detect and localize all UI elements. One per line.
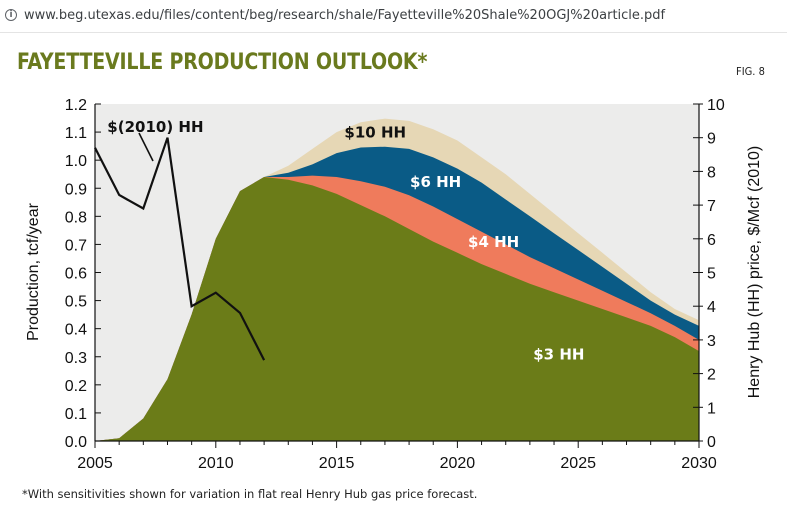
y-tick-label: 0.8: [65, 209, 87, 226]
browser-address-bar[interactable]: i www.beg.utexas.edu/files/content/beg/r…: [0, 0, 787, 33]
x-tick-label: 2015: [319, 455, 355, 472]
axes: 0.0 0.1 0.2 0.3 0.4 0.5 0.6 0.7 0.8 0.9 1.0 1.1 1.2 0…: [65, 97, 725, 472]
y-tick-label: 0.3: [65, 350, 87, 367]
y-tick-label: 0.7: [65, 237, 87, 254]
y-tick-label: 0.6: [65, 266, 87, 283]
series-label-10hh: $10 HH: [344, 124, 406, 142]
y2-tick-label: 0: [707, 434, 716, 451]
info-icon[interactable]: i: [5, 9, 17, 21]
x-tick-label: 2030: [681, 455, 717, 472]
series-label-3hh: $3 HH: [533, 346, 584, 364]
y2-tick-label: 2: [707, 367, 716, 384]
y2-tick-label: 10: [707, 97, 725, 114]
y2-tick-label: 8: [707, 164, 716, 181]
series-labels: $(2010) HH $10 HH $6 HH $4 HH $3 HH: [107, 118, 584, 363]
series-label-4hh: $4 HH: [468, 233, 519, 251]
y-axis-label: Production, tcf/year: [25, 202, 42, 341]
x-tick-label: 2020: [440, 455, 476, 472]
figure-footnote: *With sensitivities shown for variation …: [22, 487, 478, 501]
price-label-leader: [138, 132, 154, 162]
x-tick-label: 2005: [77, 455, 113, 472]
x-tick-label: 2025: [560, 455, 596, 472]
y-tick-label: 0.0: [65, 434, 87, 451]
y2-tick-label: 4: [707, 299, 716, 316]
series-label-6hh: $6 HH: [410, 173, 461, 191]
y-tick-label: 0.9: [65, 181, 87, 198]
figure-number: FIG. 8: [736, 65, 765, 78]
y-tick-label: 0.1: [65, 406, 87, 423]
y-tick-label: 0.4: [65, 322, 87, 339]
y-tick-label: 1.0: [65, 153, 87, 170]
y-tick-label: 1.1: [65, 125, 87, 142]
y2-tick-label: 9: [707, 131, 716, 148]
y-tick-label: 1.2: [65, 97, 87, 114]
y-tick-label: 0.5: [65, 294, 87, 311]
area-series-3hh: [95, 177, 699, 441]
area-layers: [95, 118, 699, 441]
y2-tick-label: 3: [707, 333, 716, 350]
price-line: [94, 137, 266, 361]
y2-tick-label: 5: [707, 266, 716, 283]
y-tick-label: 0.2: [65, 378, 87, 395]
x-tick-label: 2010: [198, 455, 234, 472]
figure-title: FAYETTEVILLE PRODUCTION OUTLOOK*: [17, 50, 428, 75]
y2-tick-label: 6: [707, 232, 716, 249]
price-line-layer: [94, 132, 266, 361]
url-text[interactable]: www.beg.utexas.edu/files/content/beg/res…: [24, 8, 666, 23]
y2-tick-label: 1: [707, 400, 716, 417]
y2-axis-label: Henry Hub (HH) price, $/Mcf (2010): [746, 146, 763, 399]
y2-tick-label: 7: [707, 198, 716, 215]
series-label-2010hh: $(2010) HH: [107, 118, 203, 136]
